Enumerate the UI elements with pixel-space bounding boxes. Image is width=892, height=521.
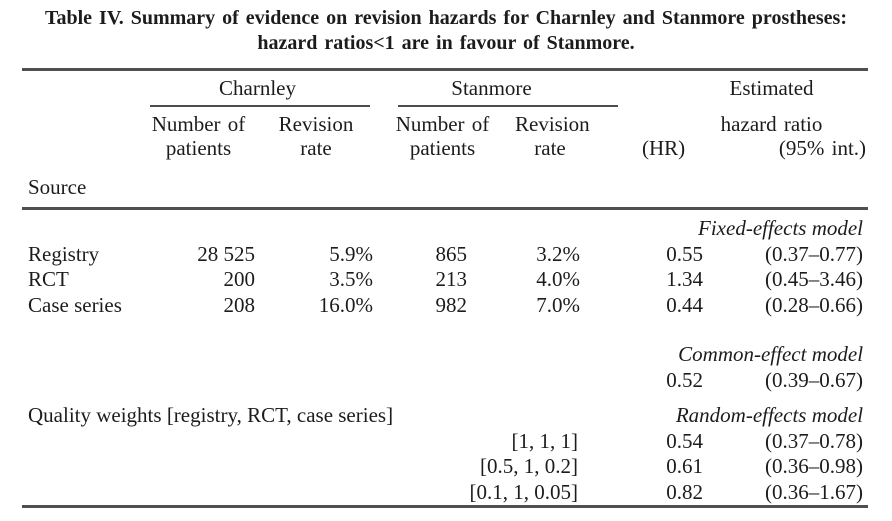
summary-table: Charnley Stanmore Estimated Number of pa… — [22, 68, 869, 508]
charnley-group-label: Charnley — [219, 76, 296, 100]
cell-charnley-patients: 28 525 — [197, 241, 255, 266]
header-hazard-ratio-block: hazard ratio (HR) (95% int.) — [585, 107, 868, 165]
cell-source: Case series — [28, 292, 122, 317]
cell-charnley-patients: 208 — [223, 292, 256, 317]
source-header-row: Source — [22, 165, 868, 209]
header-group-stanmore: Stanmore — [375, 70, 619, 107]
empty-cell — [22, 393, 868, 403]
table-row: RCT 200 3.5% 213 4.0% 1.34 (0.45–3.46) — [22, 267, 868, 293]
weights-row: [0.5, 1, 0.2] 0.61 (0.36–0.98) — [22, 454, 868, 480]
column-header-row: Number of patients Revision rate Number … — [22, 107, 868, 165]
cell-source: Registry — [28, 241, 100, 266]
cell-hr: 1.34 — [666, 267, 704, 291]
cell-weights: [0.1, 1, 0.05] — [469, 479, 579, 504]
common-effect-model-label: Common-effect model — [678, 342, 864, 366]
group-header-row: Charnley Stanmore Estimated — [22, 70, 868, 108]
cell-interval: (0.28–0.66) — [765, 292, 864, 317]
cell-interval: (0.45–3.46) — [765, 267, 864, 291]
empty-cell — [22, 368, 585, 394]
cell-stanmore-patients: 982 — [435, 292, 468, 317]
cell-hr: 0.55 — [666, 241, 704, 266]
cell-charnley-rate: 3.5% — [329, 267, 374, 291]
cell-interval: (0.36–1.67) — [765, 479, 864, 504]
fixed-effects-label-row: Fixed-effects model — [22, 209, 868, 242]
cell-weights: [0.5, 1, 0.2] — [480, 454, 579, 478]
cell-stanmore-rate: 3.2% — [536, 241, 581, 266]
random-effects-model-label: Random-effects model — [675, 403, 864, 427]
caption-line-2: hazard ratios<1 are in favour of Stanmor… — [257, 32, 635, 54]
header-source: Source — [28, 175, 87, 199]
cell-interval: (0.39–0.67) — [765, 367, 864, 392]
header-interval: (95% int.) — [778, 136, 867, 160]
table-row: Registry 28 525 5.9% 865 3.2% 0.55 (0.37… — [22, 242, 868, 268]
group-header-empty — [22, 70, 140, 108]
header-stanmore-rate: Revision rate — [515, 112, 590, 160]
table-caption: Table IV. Summary of evidence on revisio… — [0, 6, 892, 56]
cell-source: RCT — [28, 267, 69, 291]
cell-hr: 0.52 — [666, 367, 704, 392]
cell-hr: 0.54 — [666, 428, 704, 453]
empty-cell — [22, 318, 868, 342]
fixed-effects-model-label: Fixed-effects model — [698, 216, 864, 240]
header-charnley-rate: Revision rate — [278, 112, 354, 160]
header-group-charnley: Charnley — [140, 70, 375, 107]
cell-stanmore-rate: 4.0% — [536, 267, 581, 291]
header-stanmore-patients: Number of patients — [395, 112, 490, 160]
cell-hr: 0.44 — [666, 292, 704, 317]
table-row: Case series 208 16.0% 982 7.0% 0.44 (0.2… — [22, 293, 868, 319]
header-hazard-ratio: hazard ratio — [720, 112, 823, 136]
stanmore-spanner-rule — [398, 99, 619, 107]
cell-charnley-rate: 16.0% — [318, 292, 374, 317]
cell-weights: [1, 1, 1] — [511, 428, 579, 453]
common-effect-value-row: 0.52 (0.39–0.67) — [22, 368, 868, 394]
cell-stanmore-patients: 865 — [435, 241, 468, 266]
cell-stanmore-patients: 213 — [435, 267, 468, 291]
quality-weights-row: Quality weights [registry, RCT, case ser… — [22, 403, 868, 429]
header-charnley-patients: Number of patients — [151, 112, 246, 160]
header-group-estimated: Estimated — [585, 70, 868, 108]
empty-cell — [22, 209, 585, 242]
estimated-group-label: Estimated — [729, 76, 814, 100]
weights-row: [0.1, 1, 0.05] 0.82 (0.36–1.67) — [22, 480, 868, 507]
charnley-spanner-rule — [150, 99, 371, 107]
cell-interval: (0.36–0.98) — [765, 454, 864, 478]
cell-interval: (0.37–0.77) — [765, 241, 864, 266]
cell-stanmore-rate: 7.0% — [536, 292, 581, 317]
column-header-empty — [22, 107, 140, 165]
spacer-row — [22, 318, 868, 342]
cell-hr: 0.61 — [666, 454, 704, 478]
caption-line-1: Table IV. Summary of evidence on revisio… — [44, 7, 847, 29]
quality-weights-label: Quality weights [registry, RCT, case ser… — [28, 403, 394, 427]
spacer-row — [22, 393, 868, 403]
cell-charnley-rate: 5.9% — [329, 241, 374, 266]
common-effect-label-row: Common-effect model — [22, 342, 868, 368]
cell-charnley-patients: 200 — [223, 267, 256, 291]
stanmore-group-label: Stanmore — [451, 76, 532, 100]
weights-row: [1, 1, 1] 0.54 (0.37–0.78) — [22, 429, 868, 455]
empty-cell — [22, 342, 585, 368]
cell-interval: (0.37–0.78) — [765, 428, 864, 453]
cell-hr: 0.82 — [666, 479, 704, 504]
header-hr: (HR) — [642, 136, 686, 160]
